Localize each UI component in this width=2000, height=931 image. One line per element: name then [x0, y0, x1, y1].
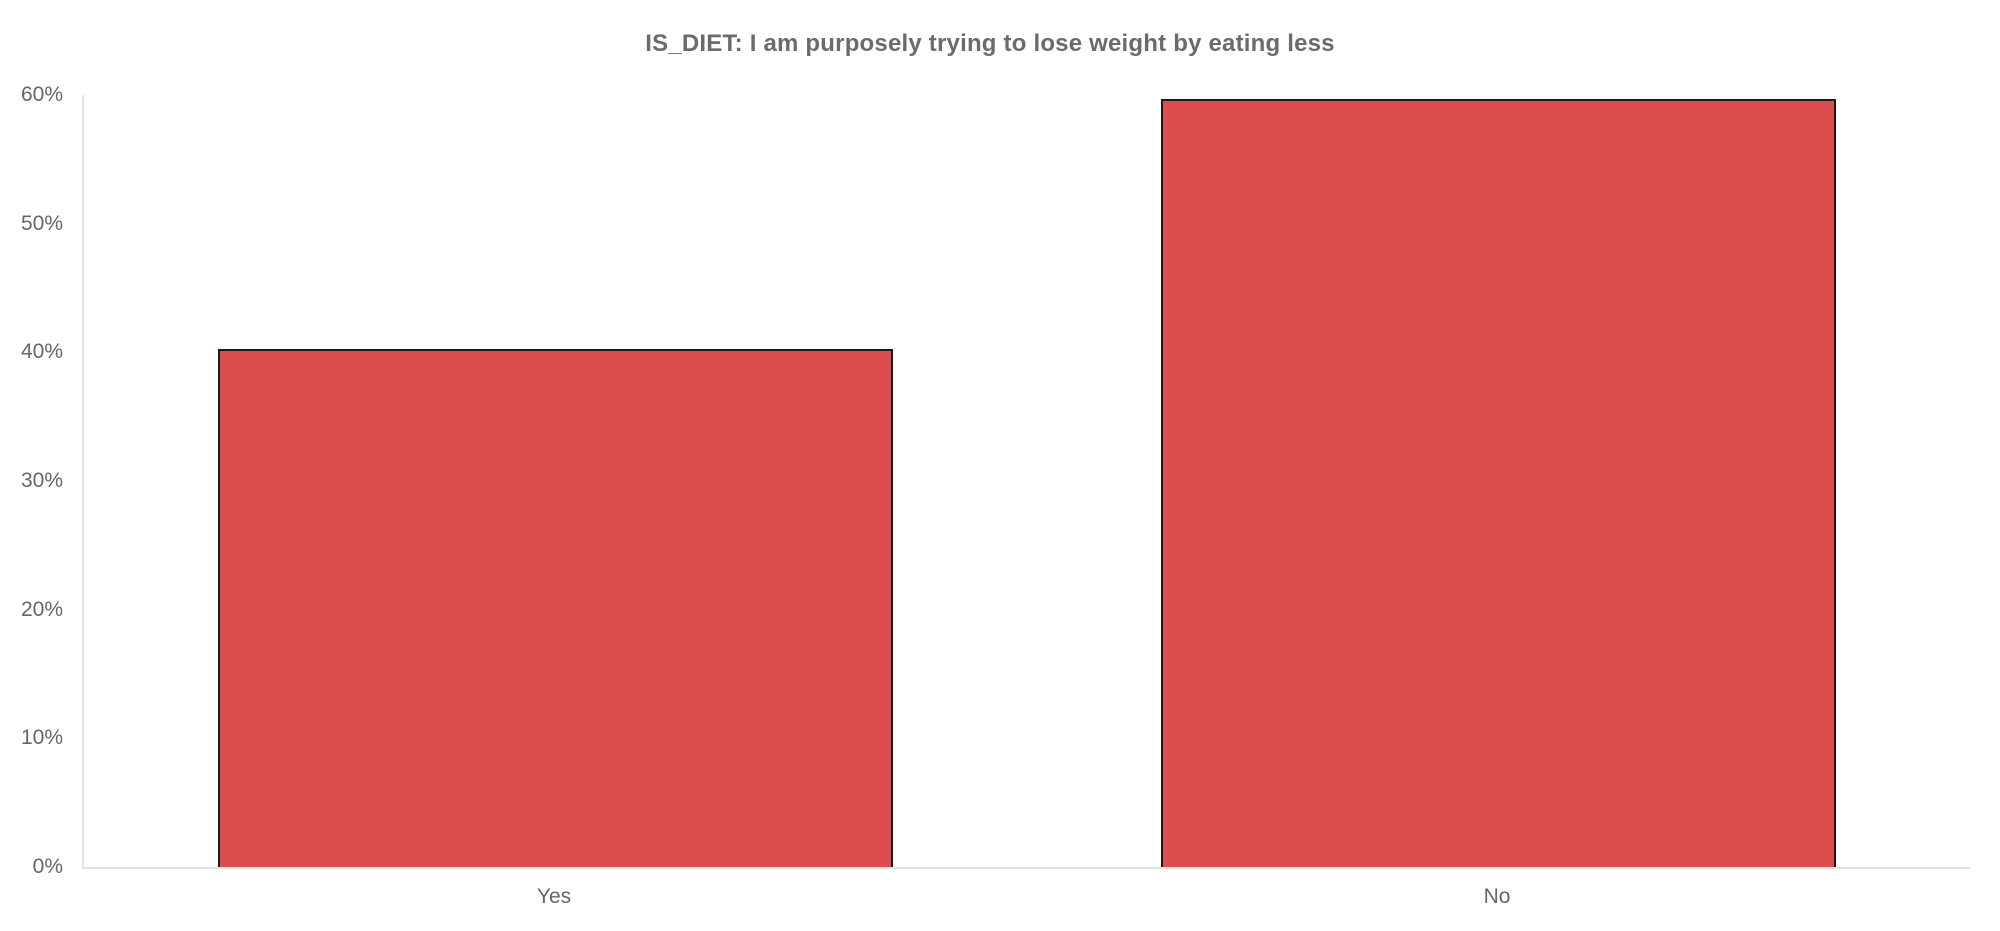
bar-yes: [218, 348, 893, 867]
y-tick-label: 60%: [20, 83, 63, 106]
y-tick-label: 30%: [20, 469, 63, 492]
chart-title: IS_DIET: I am purposely trying to lose w…: [645, 30, 1335, 57]
x-tick-label: Yes: [536, 885, 572, 908]
y-tick-label: 40%: [20, 340, 63, 364]
bar-no: [1161, 98, 1836, 867]
y-tick-label: 10%: [20, 726, 63, 750]
y-tick-label: 50%: [20, 211, 63, 235]
y-tick-label: 20%: [20, 597, 63, 621]
plot-area: [82, 95, 1970, 869]
y-axis: 0% 10% 20% 30% 40% 50% 60%: [0, 0, 63, 931]
y-tick-label: 0%: [32, 855, 63, 878]
x-tick-label: No: [1483, 885, 1511, 908]
